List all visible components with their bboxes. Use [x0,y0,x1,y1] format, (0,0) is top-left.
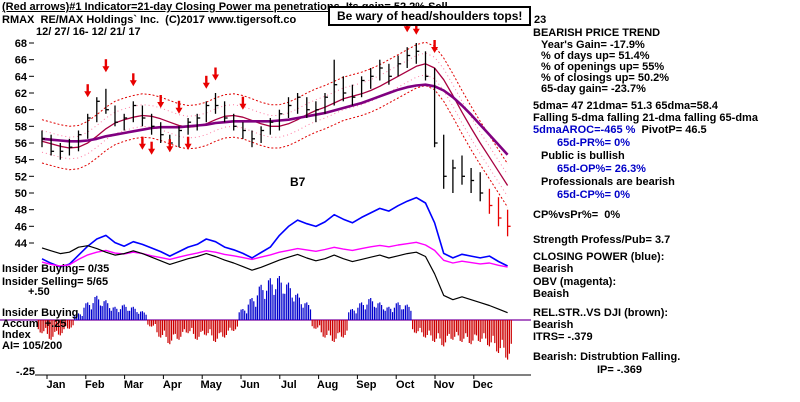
rp-days-up: % of days up= 51.4% [541,50,650,62]
price-bands [41,41,509,208]
month-label: Sep [356,379,376,391]
month-label: Dec [473,379,493,391]
accum-index-label: Index [2,329,31,341]
rel-strength-line [41,245,508,314]
price-axis-label: 60 [15,105,27,117]
rp-openings-up: % of openings up= 55% [541,61,665,73]
rp-distribution-status: Bearish: Distrubtion Falling. [533,351,681,363]
signal-label-b7: B7 [290,175,306,189]
lower-inner-band-line [41,74,509,197]
price-axis-label: 44 [15,238,28,250]
accum-neg-scale-label: -.25 [16,366,35,378]
rp-years-gain: Year's Gain= -17.9% [541,39,645,51]
obv-line [41,241,508,268]
price-axis-label: 46 [15,221,27,233]
rp-closing-power-status: Bearish [533,263,574,275]
price-axis-label: 64 [15,71,28,83]
month-label: Feb [85,379,105,391]
rp-aroc-pivot: 5dmaAROC=-465 % PivotP= 46.5 [533,124,707,136]
rp-dma-values: 5dma= 47 21dma= 51.3 65dma=58.4 [533,100,718,112]
insider-buying-ratio: Insider Buying= 0/35 [2,263,110,275]
upper-band-line [41,41,509,165]
cp-scale-label: +.50 [28,286,50,298]
ma65-line [41,83,509,156]
rp-cp-vs-pr: CP%vsPr%= 0% [533,209,621,221]
closing-power-line [41,196,508,268]
month-label: Jan [47,379,66,391]
price-axis: 68 66 64 62 60 58 56 54 52 50 48 46 44 [15,38,34,250]
price-axis-label: 66 [15,55,27,67]
rp-public-bullish: Public is bullish [541,150,625,162]
rp-bearish-trend: BEARISH PRICE TREND [533,27,661,39]
obv [41,241,508,268]
insider-selling-ratio: Insider Selling= 5/65 [2,276,109,288]
date-range: 12/ 27/ 16- 12/ 21/ 17 [36,26,141,38]
rp-strength-ratio: Strength Profess/Pub= 3.7 [533,234,671,246]
rp-dma-status: Falling 5-dma falling 21-dma falling 65-… [533,112,758,124]
header-title-line: RMAX RE/MAX Holdings` Inc. (C)2017 www.t… [2,14,297,26]
month-label: Nov [434,379,456,391]
accum-scale-label: Accum +.25 [2,318,67,330]
month-label: Jun [240,379,260,391]
ai-value-label: AI= 105/200 [2,340,63,352]
rp-relstr-title: REL.STR..VS DJI (brown): [533,307,669,319]
month-label: Oct [396,379,415,391]
rp-relstr-status: Bearish [533,319,574,331]
month-label: May [200,379,222,391]
rp-professionals-bearish: Professionals are bearish [541,176,675,188]
rp-closing-power-title: CLOSING POWER (blue): [533,251,665,263]
month-label: Aug [317,379,338,391]
rp-aroc-value: 5dmaAROC=-465 % [533,124,636,136]
rel-strength [41,245,508,314]
rp-65d-op: 65d-OP%= 26.3% [557,163,646,175]
rp-closings-up: % of closings up= 50.2% [541,72,670,84]
ma21-line [41,63,509,186]
x-axis: Jan Feb Mar Apr May Jun Jul Aug Sep Oct Nov Dec [35,374,531,391]
warning-callout: Be wary of head/shoulders tops! [328,6,532,26]
month-label: Mar [124,379,144,391]
price-axis-label: 68 [15,38,27,50]
price-axis-label: 62 [15,88,27,100]
rp-itrs: ITRS= -.379 [533,331,593,343]
month-label: Apr [163,379,183,391]
closing-power [41,196,508,268]
price-axis-label: 58 [15,121,27,133]
insider-buying-title: Insider Buying [2,307,79,319]
month-label: Jul [281,379,297,391]
price-axis-label: 54 [15,155,28,167]
price-axis-label: 48 [15,205,27,217]
lower-band-line [41,85,509,208]
rp-ip: IP= -.369 [597,364,642,376]
rp-pivot-value: PivotP= 46.5 [635,124,707,136]
price-bars [41,43,511,237]
rp-65d-cp: 65d-CP%= 0% [557,189,631,201]
price-axis-label: 56 [15,138,27,150]
price-axis-label: 50 [15,188,27,200]
ma21 [41,63,509,186]
rp-obv-title: OBV (magenta): [533,276,617,288]
rp-65day-gain: 65-day gain= -23.7% [541,83,646,95]
accum-index-bars [37,276,512,360]
rp-obv-status: Beaish [533,288,570,300]
upper-inner-band-line [41,52,509,175]
header-number: 23 [534,14,547,26]
ma65 [41,83,509,156]
rp-65d-pr: 65d-PR%= 0% [557,137,631,149]
price-axis-label: 52 [15,171,27,183]
